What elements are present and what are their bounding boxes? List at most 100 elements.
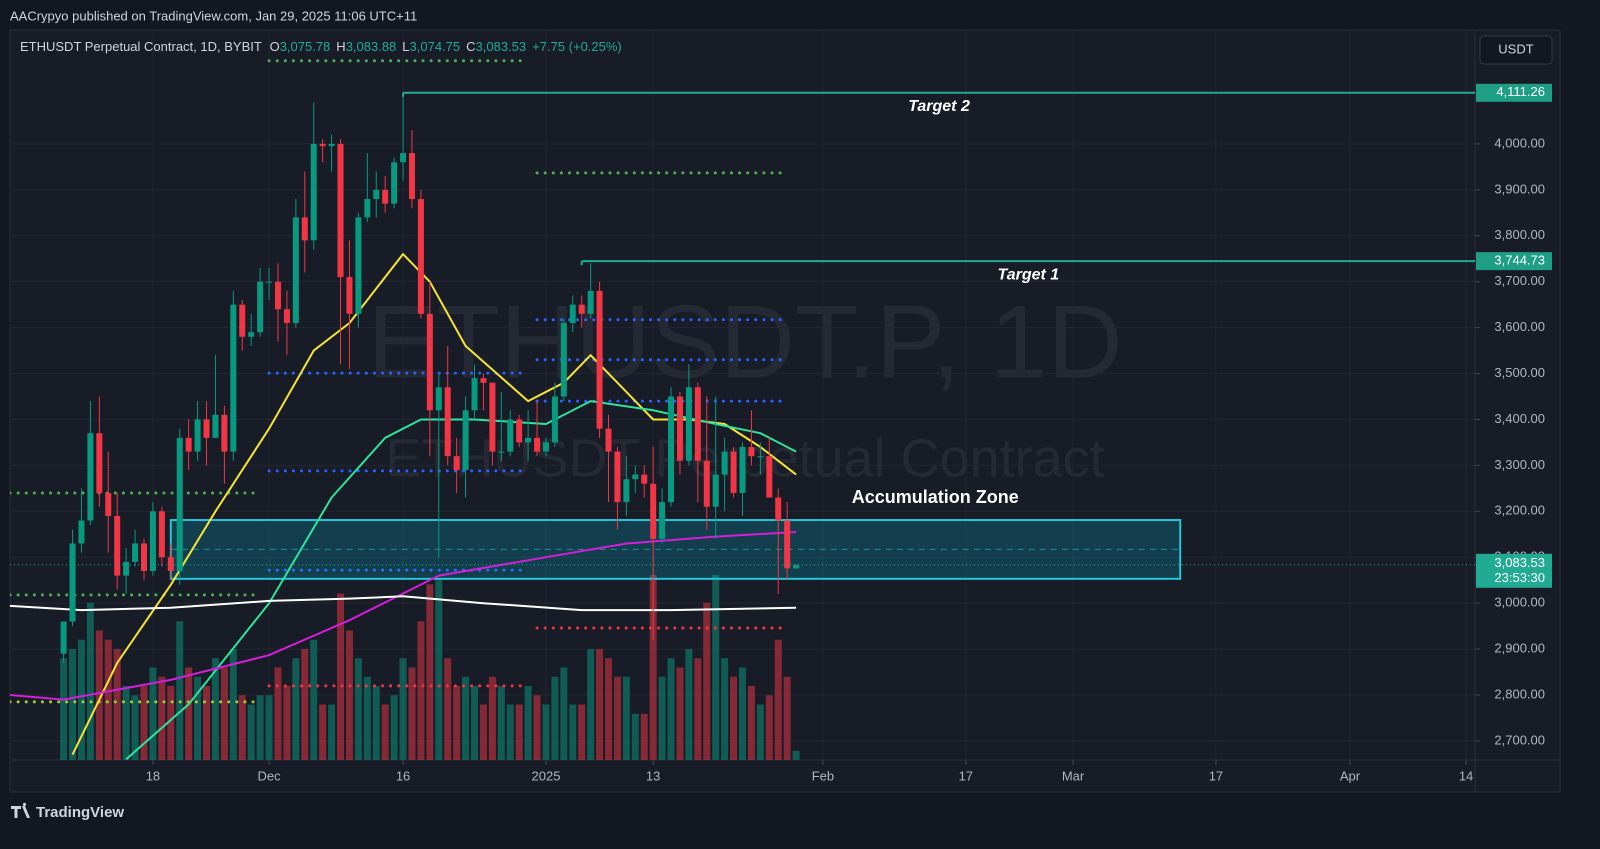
candle-layer bbox=[60, 93, 800, 663]
brand[interactable]: TradingView bbox=[36, 804, 124, 821]
candle-body bbox=[185, 437, 192, 452]
candle-body bbox=[400, 153, 407, 163]
y-tick-label: 3,600.00 bbox=[1494, 319, 1545, 334]
candle-body bbox=[337, 143, 344, 278]
volume-bar bbox=[739, 667, 746, 760]
volume-bar bbox=[211, 658, 219, 760]
volume-bar bbox=[792, 750, 800, 760]
volume-bar bbox=[229, 649, 237, 760]
volume-bar bbox=[453, 686, 461, 760]
volume-bar bbox=[372, 686, 380, 760]
candle-body bbox=[471, 378, 478, 411]
volume-layer bbox=[60, 575, 800, 760]
volume-bar bbox=[95, 630, 103, 760]
candle-body bbox=[364, 199, 371, 218]
volume-bar bbox=[605, 658, 613, 760]
y-tick-label: 3,300.00 bbox=[1494, 457, 1545, 472]
volume-bar bbox=[649, 575, 657, 760]
symbol-legend: ETHUSDT Perpetual Contract, 1D, BYBIT O3,… bbox=[20, 39, 622, 54]
candle-body bbox=[328, 143, 335, 147]
y-tick-label: 3,700.00 bbox=[1494, 273, 1545, 288]
candle-body bbox=[525, 437, 532, 443]
candle-body bbox=[114, 515, 121, 576]
volume-bar bbox=[140, 686, 148, 760]
volume-bar bbox=[203, 686, 211, 760]
volume-bar bbox=[667, 658, 675, 760]
volume-bar bbox=[319, 704, 327, 760]
candle-body bbox=[650, 483, 657, 539]
volume-bar bbox=[292, 658, 300, 760]
volume-bar bbox=[167, 686, 175, 760]
volume-bar bbox=[354, 658, 362, 760]
logo-mark[interactable] bbox=[11, 802, 30, 818]
target-price-box bbox=[1476, 252, 1552, 271]
volume-bar bbox=[417, 621, 425, 760]
volume-bar bbox=[176, 621, 184, 760]
candle-body bbox=[444, 387, 451, 457]
volume-bar bbox=[363, 676, 371, 760]
volume-bar bbox=[444, 658, 452, 760]
candle-body bbox=[149, 511, 156, 572]
volume-bar bbox=[783, 676, 791, 760]
chart-panel bbox=[9, 29, 1561, 793]
candle-body bbox=[373, 189, 380, 200]
candle-body bbox=[221, 414, 228, 452]
candle-body bbox=[685, 387, 692, 461]
candle-body bbox=[480, 378, 487, 383]
currency-button-frame[interactable] bbox=[1479, 35, 1553, 65]
candle-body bbox=[292, 217, 299, 324]
candle-body bbox=[194, 419, 201, 452]
candle-body bbox=[105, 492, 112, 516]
volume-bar bbox=[596, 649, 604, 760]
volume-bar bbox=[587, 649, 595, 760]
x-tick-label: 2025 bbox=[532, 768, 561, 783]
volume-bar bbox=[765, 695, 773, 760]
volume-bar bbox=[551, 676, 559, 760]
volume-bar bbox=[542, 704, 550, 760]
currency-label[interactable]: USDT bbox=[1498, 41, 1533, 56]
volume-bar bbox=[158, 676, 166, 760]
candle-body bbox=[551, 396, 558, 443]
target-price-label: 4,111.26 bbox=[1496, 84, 1545, 99]
x-tick-label: 17 bbox=[959, 768, 973, 783]
candle-body bbox=[730, 451, 737, 493]
y-tick-label: 3,400.00 bbox=[1494, 411, 1545, 426]
candle-body bbox=[578, 304, 585, 314]
change-value: +7.75 (+0.25%) bbox=[532, 39, 622, 54]
moving-average bbox=[10, 595, 797, 612]
volume-bar bbox=[613, 676, 621, 760]
candle-body bbox=[542, 442, 549, 452]
candle-body bbox=[266, 281, 273, 283]
x-tick-label: 13 bbox=[646, 768, 660, 783]
candle-body bbox=[167, 557, 174, 572]
candle-body bbox=[391, 162, 398, 204]
footer-logo[interactable]: TradingView bbox=[11, 802, 124, 821]
candle-body bbox=[78, 520, 85, 544]
volume-bar bbox=[712, 575, 720, 760]
volume-bar bbox=[60, 658, 68, 760]
volume-bar bbox=[730, 676, 738, 760]
candle-body bbox=[587, 290, 594, 314]
x-tick-label: 17 bbox=[1209, 768, 1223, 783]
x-tick-label: 18 bbox=[146, 768, 160, 783]
volume-bar bbox=[265, 695, 273, 760]
candle-body bbox=[632, 474, 639, 480]
candle-body bbox=[283, 309, 290, 324]
currency-button[interactable]: USDT bbox=[1479, 35, 1553, 65]
candle-body bbox=[132, 543, 139, 562]
candle-body bbox=[560, 323, 567, 397]
target-price-box bbox=[1476, 83, 1552, 102]
candle-body bbox=[659, 502, 666, 539]
volume-bar bbox=[337, 593, 345, 760]
candle-body bbox=[712, 474, 719, 507]
axes: 2,700.002,800.002,900.003,000.003,100.00… bbox=[146, 135, 1545, 783]
volume-bar bbox=[488, 676, 496, 760]
candle-body bbox=[239, 304, 246, 337]
volume-bar bbox=[560, 667, 568, 760]
candle-body bbox=[140, 543, 147, 572]
volume-bar bbox=[721, 658, 729, 760]
volume-bar bbox=[569, 704, 577, 760]
candle-body bbox=[775, 497, 782, 521]
volume-bar bbox=[390, 695, 398, 760]
